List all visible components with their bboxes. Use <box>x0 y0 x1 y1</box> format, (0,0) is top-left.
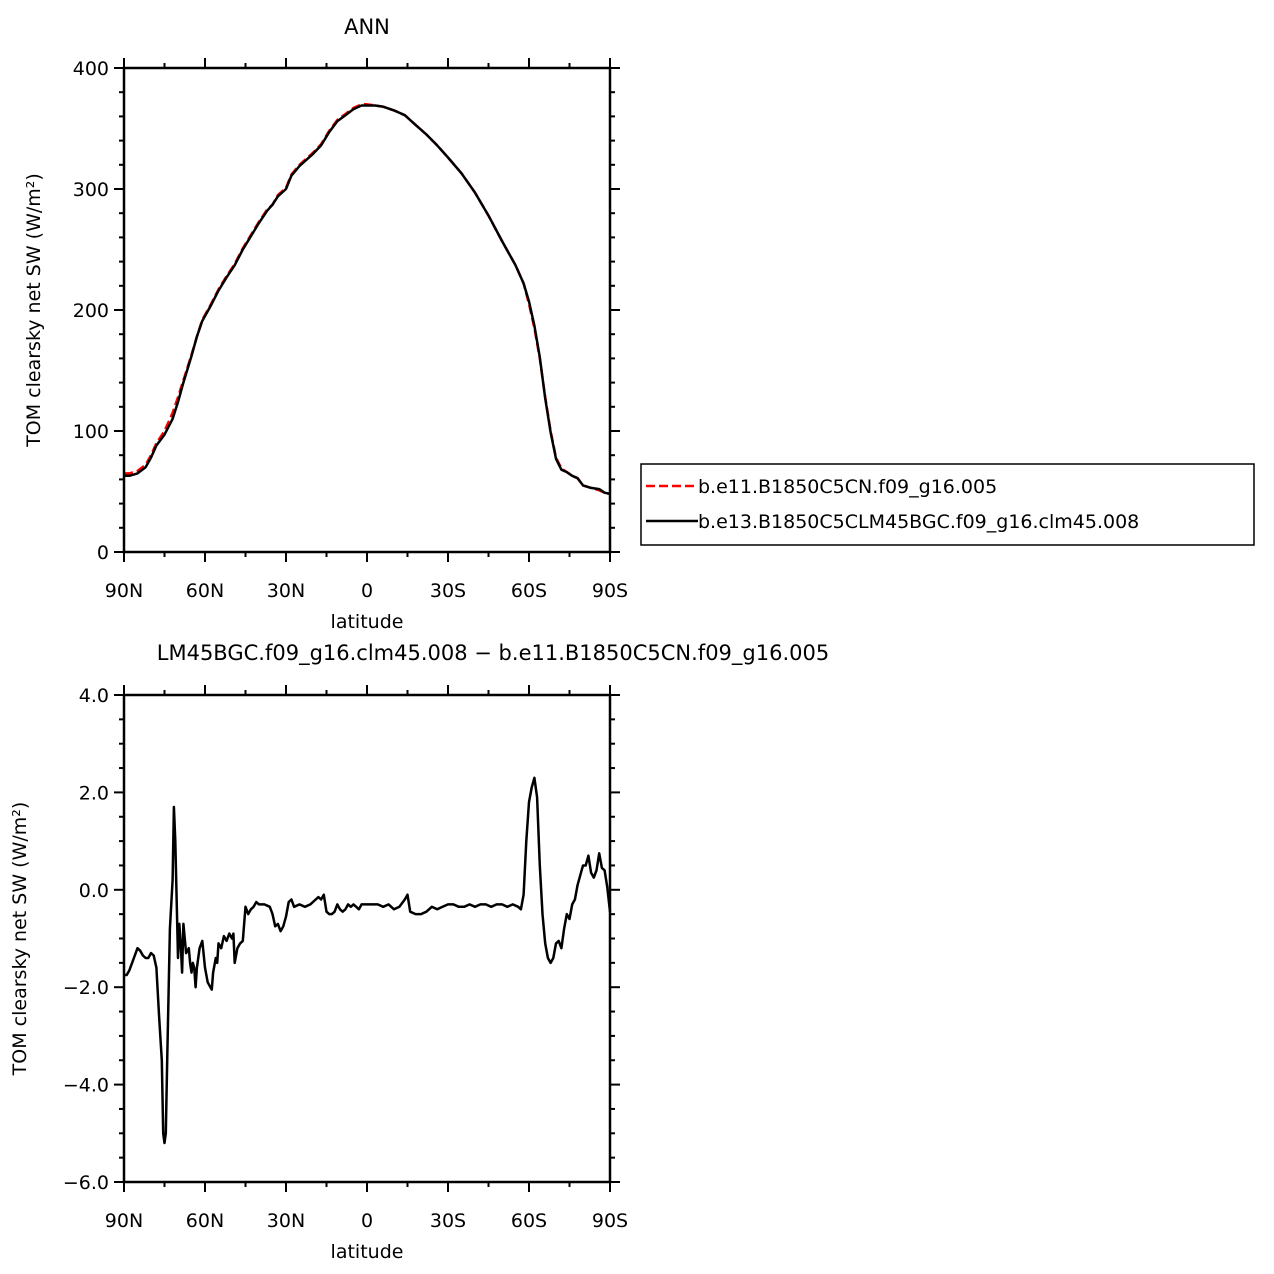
x-tick-label: 60N <box>186 580 224 602</box>
x-tick-label: 60S <box>511 1210 547 1232</box>
y-tick-label: −4.0 <box>63 1075 109 1097</box>
plot-frame <box>122 66 612 554</box>
plot-frame <box>122 693 612 1184</box>
legend: b.e11.B1850C5CN.f09_g16.005 b.e13.B1850C5… <box>640 463 1255 546</box>
y-axis-label: TOM clearsky net SW (W/m²) <box>23 173 45 448</box>
x-tick-label: 30N <box>267 580 305 602</box>
series-line-1 <box>124 103 611 496</box>
series-line-2 <box>124 104 611 496</box>
series-line-1 <box>124 776 612 1145</box>
x-tick-label: 30S <box>430 580 466 602</box>
x-tick-label: 90S <box>592 1210 628 1232</box>
x-tick-label: 0 <box>361 1210 373 1232</box>
x-axis-label: latitude <box>331 611 404 633</box>
y-tick-label: −6.0 <box>63 1172 109 1194</box>
x-tick-label: 60N <box>186 1210 224 1232</box>
x-tick-label: 60S <box>511 580 547 602</box>
y-tick-label: 0 <box>97 542 109 564</box>
y-tick-label: 4.0 <box>79 685 109 707</box>
x-tick-label: 0 <box>361 580 373 602</box>
y-tick-label: 200 <box>73 300 109 322</box>
y-tick-label: 100 <box>73 421 109 443</box>
y-tick-label: −2.0 <box>63 977 109 999</box>
y-axis-label: TOM clearsky net SW (W/m²) <box>9 802 31 1077</box>
legend-box <box>640 463 1255 546</box>
x-tick-label: 30S <box>430 1210 466 1232</box>
x-axis-label: latitude <box>331 1241 404 1263</box>
y-tick-label: 2.0 <box>79 782 109 804</box>
y-tick-label: 400 <box>73 58 109 80</box>
y-tick-label: 300 <box>73 179 109 201</box>
y-tick-label: 0.0 <box>79 880 109 902</box>
x-tick-label: 30N <box>267 1210 305 1232</box>
chart-title: LM45BGC.f09_g16.clm45.008 − b.e11.B1850C… <box>157 641 829 666</box>
plot-2: 90N 60N 30N 0 30S 60S 90S −6.0 −4.0 −2.0 0.0 2.0 4.0… <box>9 641 829 1263</box>
plot-1: 90N 60N 30N 0 30S 60S 90S 0 100 200 300 400 ANN latit… <box>23 15 1255 633</box>
legend-entry-1: b.e11.B1850C5CN.f09_g16.005 <box>698 476 997 498</box>
x-tick-label: 90N <box>105 1210 143 1232</box>
chart-title: ANN <box>344 15 390 39</box>
x-tick-label: 90S <box>592 580 628 602</box>
legend-entry-2: b.e13.B1850C5CLM45BGC.f09_g16.clm45.008 <box>698 511 1139 533</box>
x-tick-label: 90N <box>105 580 143 602</box>
